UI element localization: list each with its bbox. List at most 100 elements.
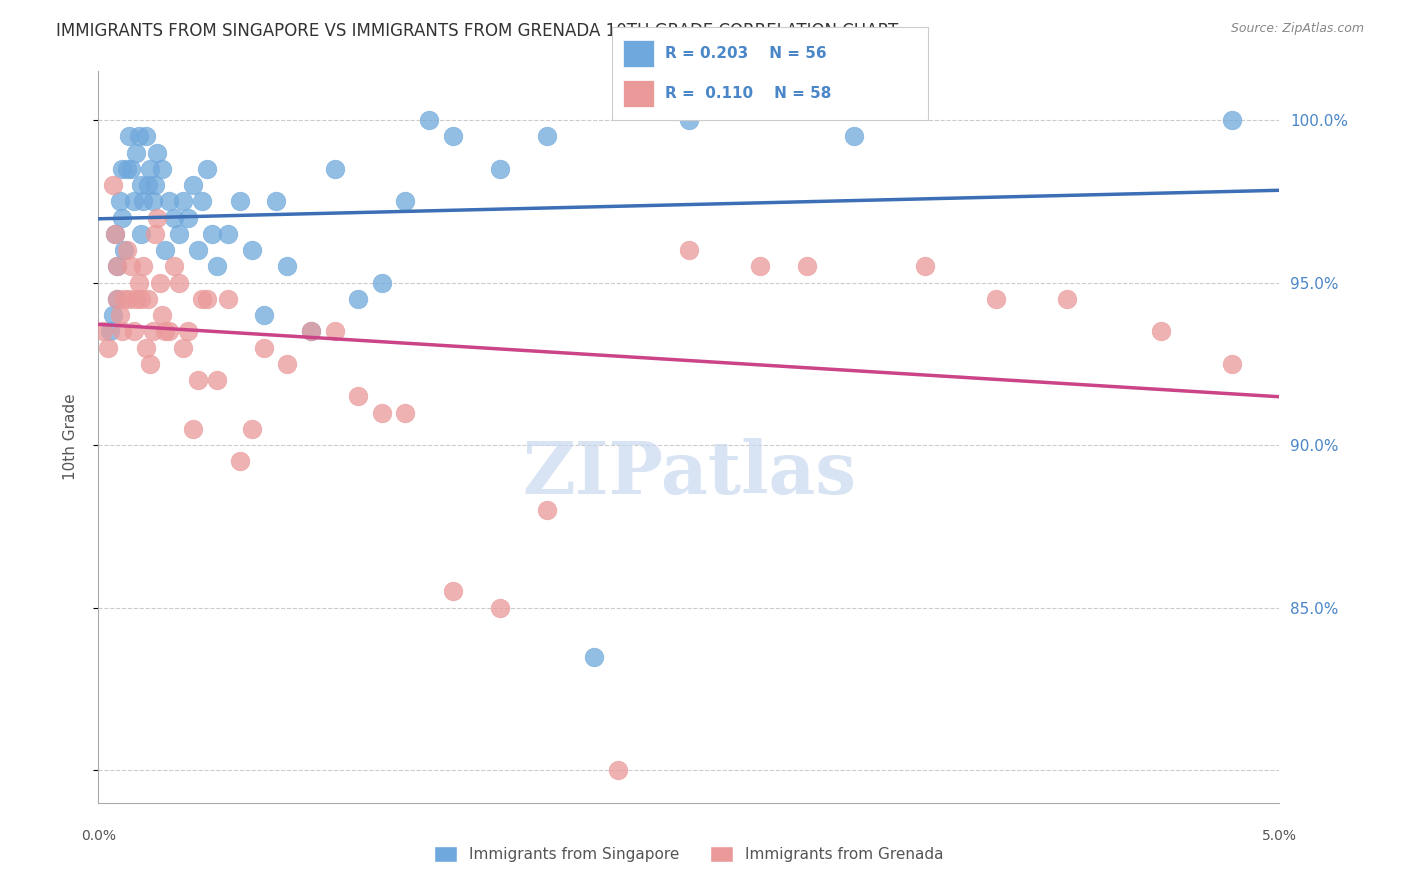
- Point: [121, 260, 143, 274]
- Point: [150, 308, 173, 322]
- Point: [135, 129, 157, 144]
- Point: [135, 341, 157, 355]
- Point: [105, 292, 128, 306]
- Point: [163, 211, 186, 225]
- Point: [115, 243, 138, 257]
- Point: [347, 292, 370, 306]
- Point: [371, 276, 394, 290]
- Point: [240, 243, 263, 257]
- Point: [128, 276, 150, 290]
- Point: [299, 325, 322, 339]
- Point: [118, 129, 141, 144]
- Point: [536, 503, 558, 517]
- Point: [129, 178, 152, 193]
- Point: [163, 260, 186, 274]
- Point: [217, 227, 239, 241]
- Point: [187, 243, 209, 257]
- Point: [489, 161, 512, 176]
- Point: [128, 129, 150, 144]
- Point: [984, 292, 1007, 306]
- Point: [172, 194, 194, 209]
- Point: [111, 325, 134, 339]
- Point: [101, 178, 124, 193]
- Point: [157, 325, 180, 339]
- Point: [139, 357, 162, 371]
- Point: [136, 292, 159, 306]
- Point: [796, 260, 818, 274]
- Point: [132, 260, 155, 274]
- Point: [394, 194, 416, 209]
- Point: [167, 227, 190, 241]
- Point: [229, 454, 252, 468]
- Point: [150, 161, 173, 176]
- Point: [191, 194, 214, 209]
- Point: [205, 260, 228, 274]
- Point: [240, 422, 263, 436]
- Point: [98, 325, 121, 339]
- Point: [441, 584, 464, 599]
- Point: [299, 325, 322, 339]
- Y-axis label: 10th Grade: 10th Grade: [63, 393, 77, 481]
- Point: [177, 325, 200, 339]
- Point: [112, 243, 135, 257]
- Point: [121, 161, 143, 176]
- Point: [914, 260, 936, 274]
- Point: [253, 341, 276, 355]
- Point: [104, 227, 127, 241]
- Point: [347, 389, 370, 403]
- Point: [146, 211, 169, 225]
- Point: [129, 292, 152, 306]
- Point: [139, 161, 162, 176]
- Point: [115, 161, 138, 176]
- Point: [97, 341, 120, 355]
- Point: [607, 764, 630, 778]
- Point: [122, 194, 145, 209]
- Point: [276, 260, 298, 274]
- Point: [125, 145, 148, 160]
- Point: [125, 292, 148, 306]
- Point: [142, 194, 165, 209]
- Point: [167, 276, 190, 290]
- Text: 0.0%: 0.0%: [82, 829, 115, 843]
- Point: [1220, 113, 1243, 128]
- Point: [108, 194, 131, 209]
- Point: [323, 325, 346, 339]
- Point: [146, 145, 169, 160]
- Point: [229, 194, 252, 209]
- Point: [105, 260, 128, 274]
- Point: [264, 194, 287, 209]
- Text: IMMIGRANTS FROM SINGAPORE VS IMMIGRANTS FROM GRENADA 10TH GRADE CORRELATION CHAR: IMMIGRANTS FROM SINGAPORE VS IMMIGRANTS …: [56, 22, 898, 40]
- Point: [101, 308, 124, 322]
- Point: [195, 161, 218, 176]
- Point: [118, 292, 141, 306]
- Text: ZIPatlas: ZIPatlas: [522, 438, 856, 509]
- Point: [205, 373, 228, 387]
- Point: [149, 276, 172, 290]
- Point: [157, 194, 180, 209]
- Point: [844, 129, 866, 144]
- Point: [191, 292, 214, 306]
- Point: [583, 649, 606, 664]
- Point: [105, 260, 128, 274]
- Point: [129, 227, 152, 241]
- Point: [105, 292, 128, 306]
- Point: [217, 292, 239, 306]
- Point: [142, 325, 165, 339]
- Point: [323, 161, 346, 176]
- Text: R =  0.110    N = 58: R = 0.110 N = 58: [665, 87, 831, 101]
- Point: [253, 308, 276, 322]
- Point: [181, 178, 204, 193]
- Point: [111, 211, 134, 225]
- Point: [153, 243, 176, 257]
- Point: [195, 292, 218, 306]
- Point: [536, 129, 558, 144]
- Point: [187, 373, 209, 387]
- Point: [418, 113, 440, 128]
- Point: [143, 178, 166, 193]
- Point: [91, 325, 114, 339]
- Point: [276, 357, 298, 371]
- Text: R = 0.203    N = 56: R = 0.203 N = 56: [665, 46, 827, 61]
- Point: [394, 406, 416, 420]
- Point: [108, 308, 131, 322]
- Point: [678, 113, 700, 128]
